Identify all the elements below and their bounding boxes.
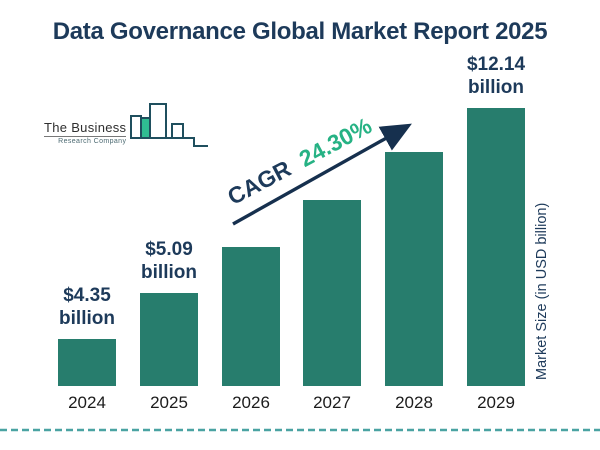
value-unit: billion <box>141 262 197 284</box>
bar-2027 <box>303 200 361 386</box>
value-amount: $5.09 <box>145 239 193 261</box>
value-unit: billion <box>468 77 524 99</box>
x-tick-2029: 2029 <box>477 393 515 412</box>
bar-2025 <box>140 293 198 386</box>
bar-2028 <box>385 152 443 386</box>
x-tick-2028: 2028 <box>395 393 433 412</box>
bar-skyline-icon <box>130 103 209 147</box>
value-amount: $12.14 <box>466 54 526 76</box>
bar-2029 <box>467 108 525 386</box>
x-tick-2024: 2024 <box>68 393 106 412</box>
company-subname: Research Company <box>58 138 127 145</box>
value-label-2025: $5.09 billion <box>141 239 197 285</box>
page-title: Data Governance Global Market Report 202… <box>52 18 548 45</box>
company-name: The Business <box>44 120 127 137</box>
bar-2026 <box>222 247 280 386</box>
company-logo: The Business Research Company <box>44 102 214 154</box>
cagr-value: 24.30% <box>294 112 376 172</box>
x-tick-2026: 2026 <box>232 393 270 412</box>
value-label-2024: $4.35 billion <box>59 285 115 331</box>
y-axis-label: Market Size (in USD billion) <box>534 202 550 380</box>
bar-2024 <box>58 339 116 386</box>
company-logo-text: The Business Research Company <box>44 120 127 145</box>
x-tick-2025: 2025 <box>150 393 188 412</box>
value-label-2029: $12.14 billion <box>467 54 525 100</box>
cagr-label: CAGR <box>223 155 296 210</box>
x-tick-2027: 2027 <box>313 393 351 412</box>
value-unit: billion <box>59 308 115 330</box>
value-amount: $4.35 <box>63 285 111 307</box>
